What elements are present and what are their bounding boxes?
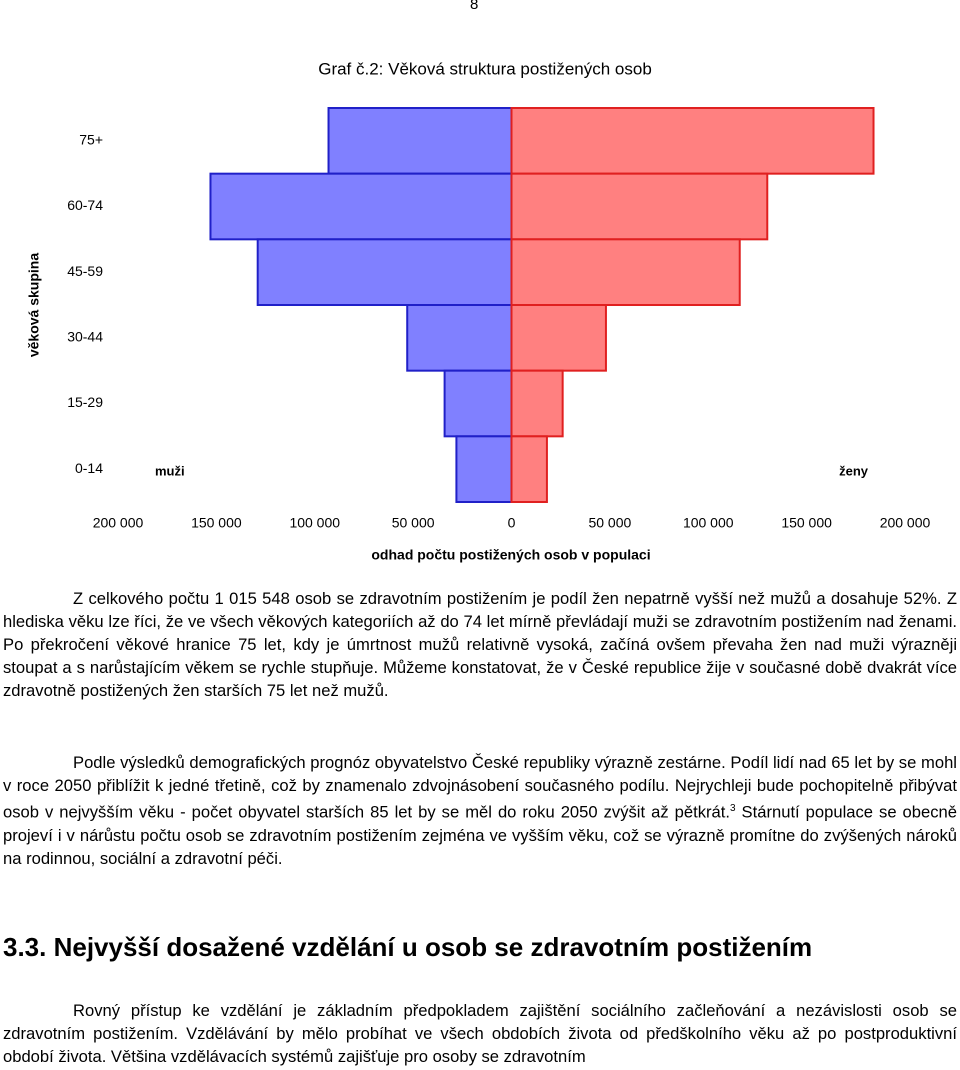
bar: [510, 369, 564, 438]
text: Stárnutí populace se obecně projeví i v …: [3, 802, 957, 868]
x-axis-label: odhad počtu postižených osob v populaci: [371, 547, 650, 563]
y-tick-label: 0-14: [75, 460, 103, 476]
legend-label: ženy: [839, 463, 869, 478]
y-tick-label: 45-59: [67, 263, 103, 279]
x-tick-label: 150 000: [191, 515, 242, 531]
page-number: 8: [470, 0, 479, 13]
footnote-ref: 3: [729, 803, 736, 814]
paragraph: Rovný přístup ke vzdělání je základním p…: [3, 1001, 957, 1066]
legend-label: muži: [155, 463, 185, 478]
x-tick-label: 0: [508, 515, 516, 531]
bar: [510, 304, 607, 372]
bar: [510, 435, 548, 504]
bar: [443, 369, 513, 438]
bar: [510, 172, 769, 241]
x-tick-label: 100 000: [683, 515, 734, 531]
x-tick-label: 200 000: [93, 515, 144, 531]
bar: [327, 107, 513, 175]
x-tick-label: 200 000: [880, 515, 931, 531]
chart-title: Graf č.2: Věková struktura postižených o…: [318, 59, 652, 78]
x-tick-label: 50 000: [588, 515, 631, 531]
text: Podle výsledků demografických prognóz ob…: [3, 753, 957, 822]
x-tick-label: 150 000: [781, 515, 832, 531]
x-tick-label: 50 000: [392, 515, 435, 531]
x-tick-label: 100 000: [289, 515, 340, 531]
paragraph: Z celkového počtu 1 015 548 osob se zdra…: [3, 589, 957, 700]
section-heading: 3.3. Nejvyšší dosažené vzdělání u osob s…: [3, 932, 813, 962]
bar: [510, 238, 741, 306]
y-tick-label: 60-74: [67, 197, 103, 213]
chart: Graf č.2: Věková struktura postižených o…: [26, 59, 931, 563]
y-tick-label: 75+: [79, 132, 103, 148]
y-axis-label: věková skupina: [26, 253, 42, 357]
bar: [256, 238, 513, 306]
paragraph: Podle výsledků demografických prognóz ob…: [3, 751, 957, 870]
y-tick-label: 30-44: [67, 329, 103, 345]
bar: [406, 304, 513, 372]
y-tick-label: 15-29: [67, 394, 103, 410]
bar: [209, 172, 513, 241]
bar: [510, 107, 875, 175]
bar: [455, 435, 513, 504]
